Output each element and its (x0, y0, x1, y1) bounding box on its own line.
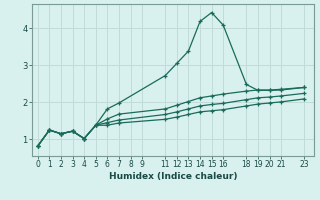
X-axis label: Humidex (Indice chaleur): Humidex (Indice chaleur) (108, 172, 237, 181)
